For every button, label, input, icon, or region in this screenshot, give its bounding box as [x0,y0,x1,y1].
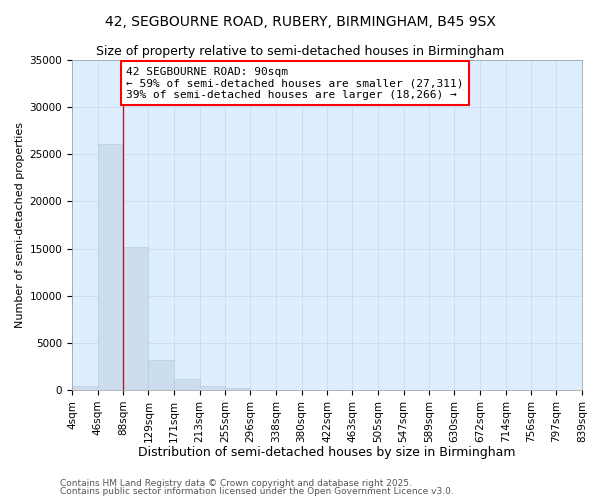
Bar [200,386,226,390]
Text: 42, SEGBOURNE ROAD, RUBERY, BIRMINGHAM, B45 9SX: 42, SEGBOURNE ROAD, RUBERY, BIRMINGHAM, … [104,15,496,29]
Bar [98,144,124,390]
Text: Size of property relative to semi-detached houses in Birmingham: Size of property relative to semi-detach… [96,45,504,58]
Bar [124,246,148,390]
Bar [148,360,174,390]
Text: Contains HM Land Registry data © Crown copyright and database right 2025.: Contains HM Land Registry data © Crown c… [60,478,412,488]
Bar [226,388,250,390]
Bar [72,386,98,390]
Text: 42 SEGBOURNE ROAD: 90sqm
← 59% of semi-detached houses are smaller (27,311)
39% : 42 SEGBOURNE ROAD: 90sqm ← 59% of semi-d… [127,66,464,100]
Bar [174,378,200,390]
Text: Contains public sector information licensed under the Open Government Licence v3: Contains public sector information licen… [60,487,454,496]
Y-axis label: Number of semi-detached properties: Number of semi-detached properties [16,122,25,328]
X-axis label: Distribution of semi-detached houses by size in Birmingham: Distribution of semi-detached houses by … [138,446,516,459]
